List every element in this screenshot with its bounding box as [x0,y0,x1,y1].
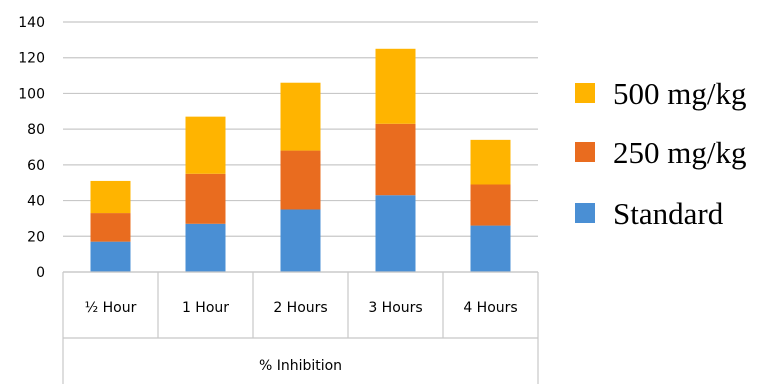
x-axis: ½ Hour 1 Hour 2 Hours 3 Hours 4 Hours [62,271,539,384]
legend: 500 mg/kg 250 mg/kg Standard [575,76,746,231]
y-tick-label: 140 [18,15,45,31]
x-tick-label: 1 Hour [182,300,229,316]
bar-standard-3 [375,195,416,272]
legend-label: Standard [613,196,724,231]
x-tick-label: 2 Hours [273,300,327,316]
y-tick-label: 80 [27,122,45,138]
x-tick-label: 4 Hours [463,300,517,316]
bar-250-mg-kg-3 [375,123,416,196]
bar-250-mg-kg-4 [470,184,511,226]
bar-500-mg-kg-4 [470,139,511,185]
y-axis-ticks: 0 20 40 60 80 100 120 140 [18,15,45,281]
bar-standard-2 [280,209,321,272]
x-axis-label: % Inhibition [259,358,342,374]
bar-250-mg-kg-1 [185,173,226,224]
y-tick-label: 60 [27,158,45,174]
bar-standard-0 [90,241,131,272]
bar-standard-4 [470,225,511,272]
x-tick-label: 3 Hours [368,300,422,316]
y-tick-label: 100 [18,86,45,102]
bar-250-mg-kg-2 [280,150,321,210]
bar-500-mg-kg-1 [185,116,226,174]
bar-500-mg-kg-0 [90,180,131,214]
bar-500-mg-kg-3 [375,48,416,124]
bar-250-mg-kg-0 [90,213,131,242]
bar-500-mg-kg-2 [280,82,321,151]
bar-standard-1 [185,223,226,272]
y-tick-label: 120 [18,51,45,67]
legend-swatch [575,142,595,162]
legend-label: 250 mg/kg [613,135,746,170]
legend-label: 500 mg/kg [613,76,746,111]
bars [90,48,511,272]
y-tick-label: 40 [27,194,45,210]
legend-swatch [575,83,595,103]
y-tick-label: 0 [36,265,45,281]
x-tick-label: ½ Hour [85,300,137,316]
y-tick-label: 20 [27,229,45,245]
legend-swatch [575,203,595,223]
